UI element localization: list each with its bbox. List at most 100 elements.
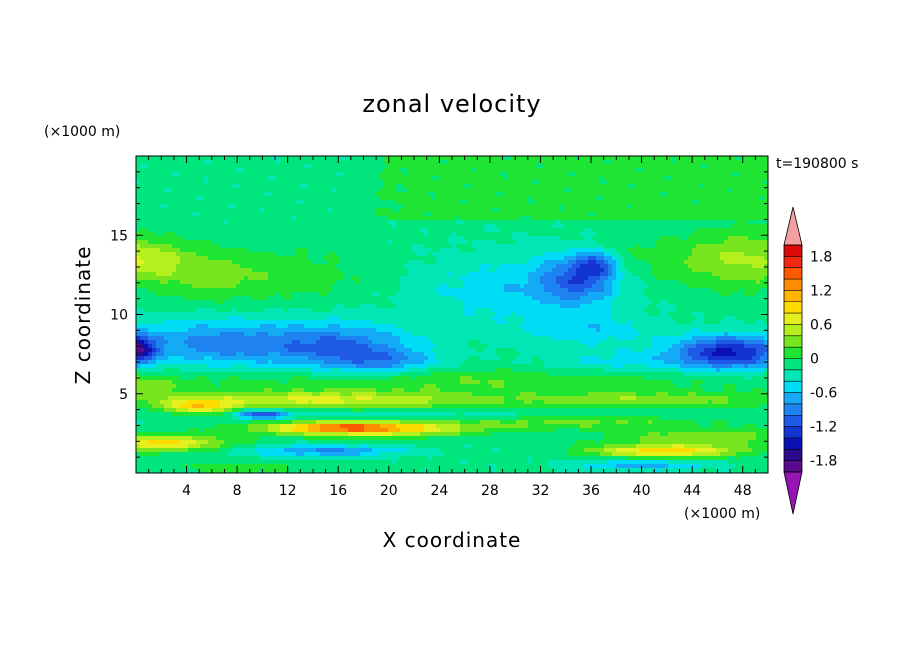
field-cell bbox=[728, 332, 769, 337]
field-cell bbox=[624, 260, 649, 265]
field-cell bbox=[728, 448, 753, 453]
field-cell bbox=[200, 444, 221, 449]
field-cell bbox=[136, 240, 149, 245]
field-cell bbox=[216, 300, 225, 305]
field-cell bbox=[332, 208, 377, 213]
field-cell bbox=[712, 424, 729, 429]
field-cell bbox=[136, 400, 149, 405]
field-cell bbox=[136, 164, 141, 169]
field-cell bbox=[512, 368, 605, 373]
field-cell bbox=[700, 328, 769, 333]
field-cell bbox=[300, 184, 309, 189]
field-cell bbox=[136, 256, 141, 261]
field-cell bbox=[696, 392, 769, 397]
field-cell bbox=[508, 320, 525, 325]
field-cell bbox=[312, 392, 321, 397]
x-axis-ticks: 4 8 12 16 20 24 28 32 36 40 44 48 bbox=[148, 156, 756, 499]
field-cell bbox=[344, 272, 409, 277]
field-cell bbox=[452, 232, 457, 237]
field-cell bbox=[360, 452, 381, 457]
field-cell bbox=[612, 264, 617, 269]
field-cell bbox=[136, 320, 165, 325]
field-cell bbox=[248, 424, 269, 429]
field-cell bbox=[664, 360, 685, 365]
field-cell bbox=[136, 200, 297, 205]
field-cell bbox=[388, 352, 405, 357]
field-cell bbox=[404, 388, 421, 393]
field-cell bbox=[136, 316, 229, 321]
field-cell bbox=[224, 396, 233, 401]
field-cell bbox=[360, 304, 377, 309]
field-cell bbox=[440, 160, 449, 165]
field-cell bbox=[260, 208, 265, 213]
field-cell bbox=[604, 448, 617, 453]
field-cell bbox=[140, 376, 181, 381]
field-cell bbox=[532, 216, 769, 221]
field-cell bbox=[752, 356, 761, 361]
field-cell bbox=[392, 300, 465, 305]
field-cell bbox=[496, 468, 557, 473]
field-cell bbox=[136, 308, 145, 313]
field-cell bbox=[652, 420, 697, 425]
field-cell bbox=[524, 400, 533, 405]
field-cell bbox=[644, 280, 681, 285]
y-axis-label: Z coordinate bbox=[71, 246, 95, 385]
field-cell bbox=[684, 260, 725, 265]
field-cell bbox=[724, 316, 737, 321]
field-cell bbox=[196, 440, 209, 445]
field-cell bbox=[532, 256, 565, 261]
field-cell bbox=[528, 460, 533, 465]
field-cell bbox=[468, 356, 481, 361]
field-cell bbox=[312, 164, 389, 169]
field-cell bbox=[312, 400, 345, 405]
field-cell bbox=[436, 344, 469, 349]
field-cell bbox=[568, 260, 577, 265]
field-cell bbox=[160, 348, 165, 353]
x-tick-label: 20 bbox=[380, 483, 398, 499]
field-cell bbox=[760, 452, 769, 457]
field-cell bbox=[524, 284, 545, 289]
field-cell bbox=[556, 276, 573, 281]
field-cell bbox=[616, 272, 625, 277]
field-cell bbox=[764, 196, 769, 201]
field-cell bbox=[472, 240, 497, 245]
field-cell bbox=[388, 428, 401, 433]
field-cell bbox=[504, 176, 509, 181]
field-cell bbox=[604, 244, 637, 249]
field-cell bbox=[232, 296, 253, 301]
field-cell bbox=[220, 380, 281, 385]
field-cell bbox=[316, 340, 357, 345]
field-cell bbox=[432, 248, 441, 253]
field-cell bbox=[640, 448, 697, 453]
field-cell bbox=[400, 284, 441, 289]
field-cell bbox=[596, 440, 601, 445]
field-cell bbox=[696, 420, 713, 425]
field-cell bbox=[428, 456, 433, 461]
field-cell bbox=[764, 352, 769, 357]
field-cell bbox=[736, 464, 769, 469]
field-cell bbox=[136, 212, 193, 217]
field-cell bbox=[320, 292, 329, 297]
field-cell bbox=[400, 168, 409, 173]
field-cell bbox=[140, 164, 149, 169]
field-cell bbox=[660, 192, 669, 197]
field-cell bbox=[440, 248, 461, 253]
field-cell bbox=[584, 280, 597, 285]
field-cell bbox=[528, 196, 533, 201]
field-cell bbox=[184, 236, 449, 241]
field-cell bbox=[176, 384, 217, 389]
field-cell bbox=[576, 172, 733, 177]
colorbar-label: 1.8 bbox=[810, 249, 832, 265]
field-cell bbox=[360, 280, 401, 285]
field-cell bbox=[604, 160, 613, 165]
field-cell bbox=[668, 312, 693, 317]
field-cell bbox=[720, 256, 765, 261]
field-cell bbox=[672, 344, 685, 349]
field-cell bbox=[416, 444, 465, 449]
field-cell bbox=[148, 400, 161, 405]
field-cell bbox=[204, 404, 221, 409]
field-cell bbox=[392, 432, 421, 437]
field-cell bbox=[196, 324, 209, 329]
field-cell bbox=[244, 400, 297, 405]
field-cell bbox=[584, 288, 605, 293]
